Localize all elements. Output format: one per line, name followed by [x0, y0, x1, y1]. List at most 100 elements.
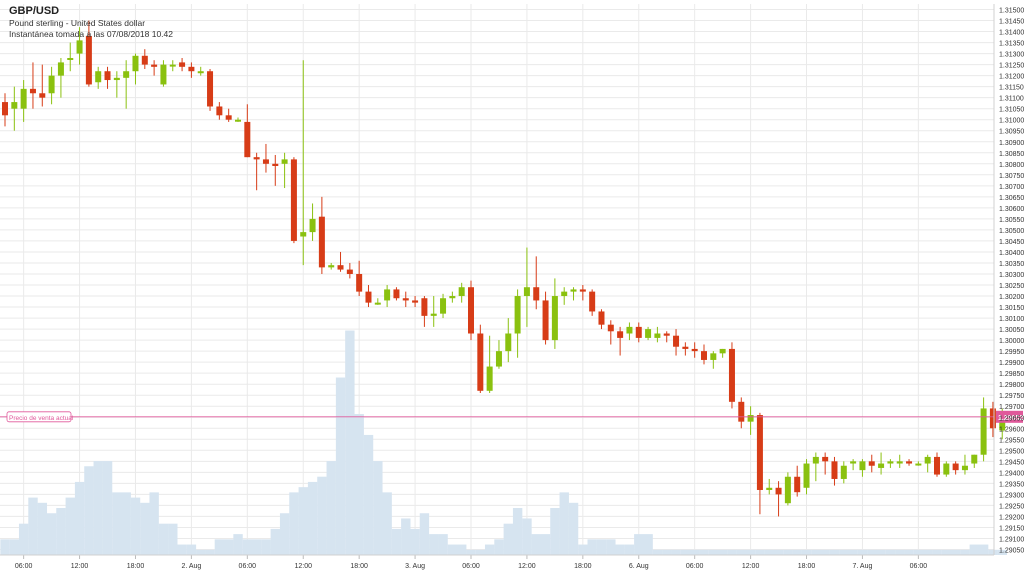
- candle-body: [533, 287, 540, 301]
- volume-bar: [0, 539, 10, 555]
- y-tick-label: 1.31150: [999, 85, 1024, 92]
- chart-title: GBP/USD: [9, 5, 60, 17]
- candle-up: [803, 459, 810, 495]
- candle-body: [104, 71, 111, 81]
- volume-bar: [997, 549, 1007, 555]
- candle-down: [421, 296, 428, 327]
- candle-up: [169, 60, 176, 72]
- volume-bar: [410, 528, 420, 555]
- candle-up: [113, 71, 120, 98]
- candle-down: [989, 401, 996, 438]
- candle-up: [645, 326, 652, 341]
- candle-down: [337, 251, 344, 272]
- volume-bar: [447, 544, 458, 555]
- candle-body: [412, 300, 419, 303]
- volume-bar: [391, 528, 402, 555]
- candle-down: [207, 69, 214, 111]
- candle-body: [440, 298, 447, 314]
- candle-body: [924, 456, 931, 464]
- candle-body: [728, 348, 735, 402]
- candle-body: [626, 326, 633, 334]
- y-tick-label: 1.29750: [999, 393, 1024, 400]
- volume-bar: [503, 523, 514, 555]
- candle-body: [989, 408, 996, 429]
- volume-bar: [568, 502, 579, 555]
- candle-body: [850, 461, 857, 464]
- candle-up: [943, 461, 950, 477]
- candle-up: [551, 278, 558, 349]
- candle-body: [756, 415, 763, 490]
- y-tick-label: 1.31050: [999, 107, 1024, 114]
- candle-up: [980, 397, 987, 462]
- x-tick-label: 06:00: [910, 563, 928, 570]
- candle-body: [561, 291, 568, 297]
- y-tick-label: 1.30000: [999, 338, 1024, 345]
- candle-up: [961, 454, 968, 475]
- volume-bar: [261, 539, 271, 555]
- candle-body: [430, 313, 437, 316]
- volume-bar: [764, 549, 774, 555]
- candle-body: [402, 298, 409, 301]
- volume-bar: [895, 549, 905, 555]
- y-tick-label: 1.29050: [999, 547, 1024, 554]
- volume-bar: [624, 544, 635, 555]
- volume-bar: [690, 549, 700, 555]
- candle-down: [617, 326, 624, 356]
- candle-body: [67, 57, 74, 60]
- x-tick-label: 06:00: [462, 563, 480, 570]
- candle-body: [579, 289, 586, 292]
- candle-body: [784, 476, 791, 504]
- y-tick-label: 1.30250: [999, 283, 1024, 290]
- candle-down: [579, 285, 586, 301]
- volume-bar: [923, 549, 933, 555]
- candle-up: [896, 454, 903, 468]
- y-tick-label: 1.30800: [999, 162, 1024, 169]
- candle-body: [95, 71, 102, 83]
- candle-body: [887, 461, 894, 464]
- y-tick-label: 1.30100: [999, 316, 1024, 323]
- volume-bar: [941, 549, 952, 555]
- volume-bar: [550, 508, 560, 555]
- y-tick-label: 1.30200: [999, 294, 1024, 301]
- candle-up: [561, 287, 568, 305]
- candle-body: [123, 71, 130, 78]
- candle-up: [123, 60, 130, 109]
- volume-bar: [662, 549, 672, 555]
- candle-body: [766, 487, 773, 490]
- candle-down: [262, 143, 269, 173]
- candle-down: [393, 287, 400, 301]
- volume-bar: [289, 492, 299, 555]
- candle-body: [878, 463, 885, 468]
- volume-bar: [801, 549, 812, 555]
- candle-body: [328, 265, 335, 268]
- current-price-label: Precio de venta actual: [9, 415, 74, 422]
- y-tick-label: 1.29800: [999, 382, 1024, 389]
- candle-up: [95, 66, 102, 89]
- x-tick-label: 06:00: [686, 563, 704, 570]
- candle-body: [747, 415, 754, 422]
- volume-bar: [214, 539, 225, 555]
- candle-up: [300, 60, 307, 266]
- candle-down: [868, 454, 875, 473]
- candle-body: [374, 302, 381, 305]
- candle-down: [589, 289, 596, 316]
- candle-down: [598, 309, 605, 330]
- candle-up: [449, 291, 456, 303]
- volume-bar: [820, 549, 830, 555]
- candle-down: [412, 296, 419, 308]
- candle-down: [952, 461, 959, 475]
- candle-body: [272, 163, 279, 166]
- y-tick-label: 1.29200: [999, 514, 1024, 521]
- volume-bar: [680, 549, 691, 555]
- volume-bar: [708, 549, 719, 555]
- candle-body: [952, 463, 959, 471]
- candle-up: [458, 282, 465, 303]
- volume-bar: [829, 549, 840, 555]
- candle-body: [356, 273, 363, 292]
- candle-up: [57, 57, 64, 98]
- y-tick-label: 1.29600: [999, 426, 1024, 433]
- candle-body: [169, 64, 176, 67]
- candle-body: [244, 121, 251, 158]
- current-price-tag: [6, 411, 72, 423]
